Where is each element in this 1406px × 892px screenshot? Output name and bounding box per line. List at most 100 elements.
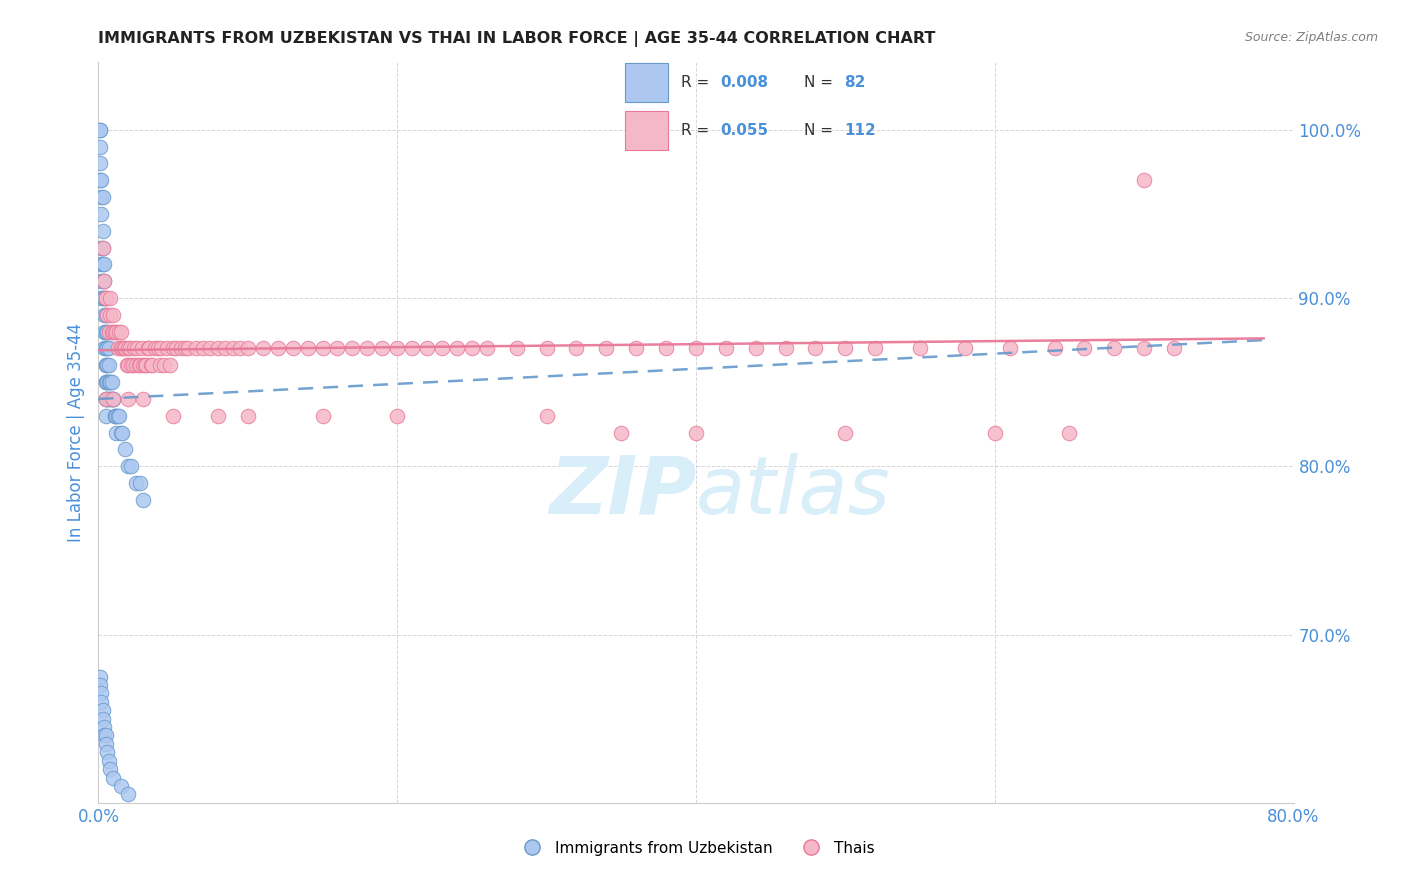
Point	[89, 156, 111, 170]
Point	[953, 342, 976, 356]
Point	[865, 342, 887, 356]
Point	[998, 342, 1021, 356]
Text: Source: ZipAtlas.com: Source: ZipAtlas.com	[1244, 31, 1378, 45]
Point	[108, 409, 131, 423]
Point	[311, 409, 333, 423]
Point	[1133, 173, 1156, 187]
Point	[1059, 425, 1081, 440]
Point	[267, 342, 290, 356]
Point	[714, 342, 737, 356]
Point	[93, 720, 115, 734]
Point	[110, 342, 132, 356]
Point	[834, 342, 856, 356]
Point	[93, 274, 115, 288]
Point	[90, 241, 112, 255]
Point	[96, 308, 118, 322]
Point	[94, 325, 117, 339]
Point	[141, 359, 163, 373]
Point	[127, 342, 149, 356]
Point	[120, 359, 142, 373]
Text: R =: R =	[681, 123, 714, 138]
Point	[105, 325, 128, 339]
Point	[98, 308, 122, 322]
Point	[159, 359, 181, 373]
Point	[91, 190, 114, 204]
Point	[91, 241, 114, 255]
Point	[96, 342, 118, 356]
Text: 112: 112	[845, 123, 876, 138]
Point	[90, 190, 112, 204]
Point	[110, 425, 132, 440]
Point	[89, 670, 111, 684]
Point	[108, 325, 131, 339]
Point	[91, 241, 114, 255]
Point	[297, 342, 319, 356]
Point	[94, 375, 117, 389]
Bar	[624, 63, 668, 102]
Point	[236, 342, 259, 356]
Point	[93, 291, 115, 305]
Point	[214, 342, 236, 356]
Point	[446, 342, 468, 356]
Point	[139, 359, 162, 373]
Point	[94, 359, 117, 373]
Point	[93, 308, 115, 322]
Text: R =: R =	[681, 75, 714, 90]
Point	[101, 375, 124, 389]
Point	[1043, 342, 1066, 356]
Point	[91, 291, 114, 305]
Point	[94, 392, 117, 406]
Point	[93, 257, 115, 271]
Point	[134, 359, 156, 373]
Point	[229, 342, 252, 356]
Point	[385, 342, 409, 356]
Point	[125, 476, 148, 491]
Text: atlas: atlas	[696, 453, 891, 531]
Point	[536, 342, 558, 356]
Point	[94, 342, 117, 356]
Point	[93, 729, 115, 743]
Point	[93, 342, 115, 356]
Point	[110, 325, 132, 339]
Point	[98, 375, 122, 389]
Point	[252, 342, 274, 356]
Point	[93, 274, 115, 288]
Point	[401, 342, 423, 356]
Point	[104, 409, 127, 423]
Point	[97, 754, 120, 768]
Point	[1163, 342, 1185, 356]
Point	[174, 342, 197, 356]
Point	[94, 375, 117, 389]
Point	[200, 342, 222, 356]
Point	[125, 359, 148, 373]
Point	[91, 274, 114, 288]
Point	[114, 442, 136, 457]
Bar	[624, 112, 668, 150]
Point	[595, 342, 617, 356]
Point	[89, 173, 111, 187]
Point	[117, 342, 139, 356]
Point	[118, 342, 141, 356]
Point	[385, 409, 409, 423]
Point	[98, 375, 122, 389]
Point	[103, 392, 125, 406]
Point	[90, 173, 112, 187]
Point	[107, 342, 129, 356]
Point	[138, 342, 160, 356]
Point	[326, 342, 349, 356]
Point	[610, 425, 633, 440]
Point	[745, 342, 768, 356]
Point	[162, 409, 184, 423]
Point	[135, 359, 157, 373]
Point	[114, 342, 136, 356]
Point	[96, 359, 118, 373]
Point	[184, 342, 207, 356]
Point	[107, 409, 129, 423]
Point	[565, 342, 588, 356]
Point	[105, 425, 128, 440]
Point	[98, 392, 122, 406]
Point	[156, 342, 179, 356]
Point	[236, 409, 259, 423]
Point	[1104, 342, 1126, 356]
Point	[461, 342, 484, 356]
